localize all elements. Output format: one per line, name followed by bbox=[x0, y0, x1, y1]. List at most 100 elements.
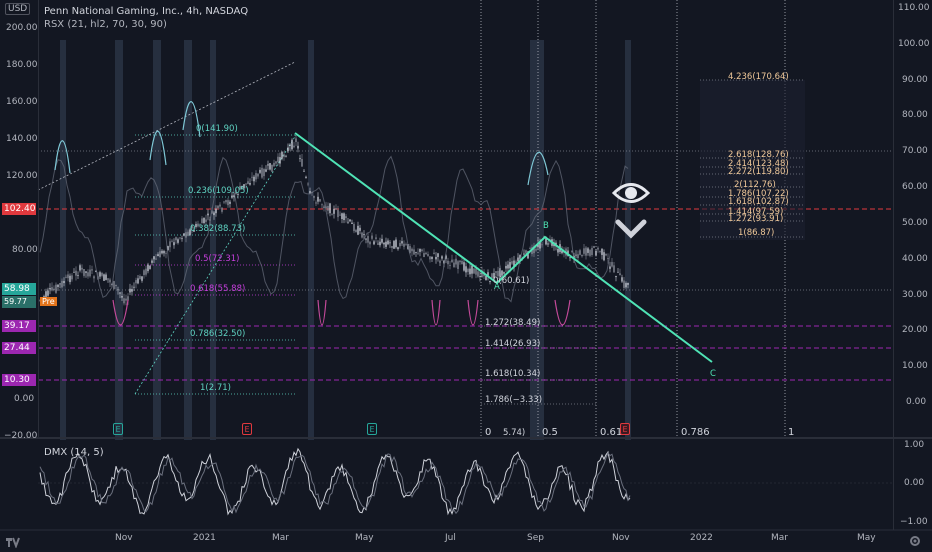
candle-body bbox=[435, 256, 437, 260]
ytick: −20.00 bbox=[4, 431, 38, 441]
candle-body bbox=[601, 248, 603, 255]
candle-body bbox=[197, 223, 199, 227]
candle-body bbox=[313, 195, 315, 198]
candle-body bbox=[581, 254, 583, 257]
time-fib-label: 0.786 bbox=[681, 427, 710, 438]
candle-body bbox=[405, 244, 407, 246]
candle-body bbox=[265, 169, 267, 172]
candle-body bbox=[539, 242, 541, 249]
candle-body bbox=[121, 295, 123, 298]
candle-body bbox=[329, 203, 331, 214]
candle-body bbox=[605, 253, 607, 256]
fib-label: 1(2.71) bbox=[200, 383, 231, 393]
ytick: 160.00 bbox=[6, 97, 38, 107]
candle-body bbox=[77, 275, 79, 276]
earnings-marker[interactable]: E bbox=[367, 423, 377, 435]
candle-body bbox=[587, 248, 589, 253]
fib-ext-label: 1.786(107.22) bbox=[728, 189, 789, 199]
candle-body bbox=[245, 183, 247, 185]
xtick: Mar bbox=[272, 533, 289, 543]
candle-body bbox=[477, 271, 479, 277]
indicator-title[interactable]: RSX (21, hl2, 70, 30, 90) bbox=[44, 19, 167, 30]
candle-body bbox=[335, 208, 337, 210]
candle-body bbox=[393, 240, 395, 249]
candle-body bbox=[385, 241, 387, 247]
candle-body bbox=[423, 253, 425, 258]
candle-body bbox=[561, 250, 563, 254]
candle-body bbox=[133, 286, 135, 288]
candle-body bbox=[357, 225, 359, 235]
candle-body bbox=[53, 288, 55, 291]
earnings-marker[interactable]: E bbox=[620, 423, 630, 435]
eye-icon[interactable] bbox=[611, 180, 651, 206]
fib-ext-label: 2.618(128.76) bbox=[728, 150, 789, 160]
candle-body bbox=[217, 205, 219, 209]
candle-body bbox=[589, 249, 591, 256]
candle-body bbox=[503, 272, 505, 274]
candle-body bbox=[135, 280, 137, 284]
candle-body bbox=[229, 201, 231, 204]
dmx-line bbox=[39, 447, 631, 516]
symbol-title[interactable]: Penn National Gaming, Inc., 4h, NASDAQ bbox=[44, 6, 249, 17]
time-fib-label: 0.618 bbox=[600, 427, 629, 438]
candle-body bbox=[611, 262, 613, 267]
candle-body bbox=[115, 284, 117, 287]
candle-body bbox=[377, 243, 379, 245]
dmx-indicator-title[interactable]: DMX (14, 5) bbox=[44, 447, 104, 458]
candle-body bbox=[255, 173, 257, 180]
candle-body bbox=[99, 272, 101, 277]
candle-body bbox=[419, 248, 421, 252]
candle-body bbox=[299, 158, 301, 160]
candle-body bbox=[621, 277, 623, 282]
left-price-axis[interactable]: USD 200.00 180.00 160.00 140.00 120.00 8… bbox=[0, 0, 39, 441]
candle-body bbox=[259, 169, 261, 173]
xtick: Jul bbox=[445, 533, 456, 543]
candle-body bbox=[71, 275, 73, 280]
candle-body bbox=[193, 229, 195, 232]
rsx-line bbox=[39, 155, 629, 303]
fib-label: 0.5(72.31) bbox=[195, 254, 240, 264]
right-axis[interactable]: 110.00 100.00 90.00 80.00 70.00 60.00 50… bbox=[893, 0, 932, 530]
candle-body bbox=[437, 253, 439, 257]
candle-body bbox=[215, 208, 217, 214]
candle-body bbox=[203, 217, 205, 223]
candle-body bbox=[63, 281, 65, 284]
candle-body bbox=[525, 250, 527, 254]
candle-body bbox=[529, 248, 531, 249]
candle-body bbox=[355, 229, 357, 233]
candle-body bbox=[459, 260, 461, 263]
candle-body bbox=[325, 206, 327, 209]
candle-body bbox=[471, 265, 473, 274]
candle-body bbox=[183, 233, 185, 236]
candle-body bbox=[517, 257, 519, 262]
tradingview-logo-icon[interactable] bbox=[6, 533, 20, 549]
chart-legend[interactable]: Penn National Gaming, Inc., 4h, NASDAQ R… bbox=[44, 5, 248, 31]
candle-body bbox=[599, 251, 601, 252]
candle-body bbox=[159, 251, 161, 258]
candle-body bbox=[109, 279, 111, 283]
candle-body bbox=[163, 250, 165, 254]
candle-body bbox=[129, 288, 131, 293]
candle-body bbox=[191, 225, 193, 229]
currency-label[interactable]: USD bbox=[5, 3, 31, 15]
dmx-ytick: 1.00 bbox=[904, 440, 925, 450]
candle-body bbox=[179, 237, 181, 239]
earnings-marker[interactable]: E bbox=[242, 423, 252, 435]
candle-body bbox=[345, 216, 347, 219]
chevron-down-icon[interactable] bbox=[614, 218, 648, 240]
candle-body bbox=[301, 159, 303, 167]
fib-ext-label: 0(60.61) bbox=[493, 276, 530, 286]
candle-body bbox=[169, 241, 171, 248]
candle-body bbox=[547, 243, 549, 245]
candle-body bbox=[511, 261, 513, 264]
candle-body bbox=[373, 241, 375, 245]
candle-body bbox=[487, 272, 489, 277]
candle-body bbox=[507, 264, 509, 269]
settings-icon[interactable] bbox=[908, 533, 922, 547]
candle-body bbox=[391, 246, 393, 248]
earnings-marker[interactable]: E bbox=[113, 423, 123, 435]
xtick: Nov bbox=[612, 533, 630, 543]
candle-body bbox=[185, 232, 187, 238]
